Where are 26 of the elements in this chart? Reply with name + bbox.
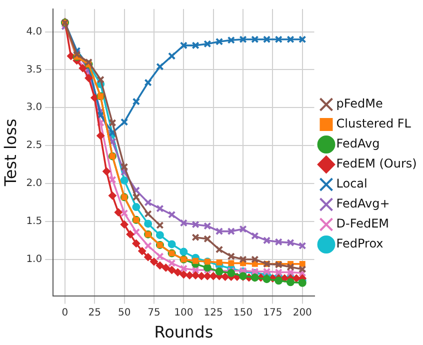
x-tick-label: 25	[88, 307, 102, 318]
x-tick-label: 100	[174, 307, 194, 318]
x-tick-label: 125	[204, 307, 223, 318]
x-tick-label: 0	[62, 307, 68, 318]
legend-label: FedAvg+	[336, 196, 390, 211]
y-tick-label: 2.5	[26, 140, 42, 152]
y-tick-label: 1.0	[26, 254, 42, 265]
y-tick-label: 1.5	[26, 216, 42, 228]
legend-label: D-FedEM	[336, 216, 390, 231]
legend-label: FedEM (Ours)	[336, 156, 417, 171]
y-tick-label: 3.5	[26, 64, 42, 76]
legend-label: Local	[336, 176, 368, 191]
y-tick-label: 3.0	[26, 102, 42, 114]
x-tick-label: 175	[263, 307, 282, 318]
legend-label: pFedMe	[336, 96, 383, 111]
legend-label: Clustered FL	[336, 116, 412, 131]
x-tick-label: 75	[148, 307, 160, 318]
x-axis-title: Rounds	[154, 322, 214, 342]
legend-label: FedProx	[336, 236, 384, 251]
x-tick-label: 200	[292, 307, 312, 318]
y-axis-title: Test loss	[0, 118, 20, 188]
y-tick-label: 2.0	[26, 178, 42, 190]
legend-label: FedAvg	[336, 136, 380, 151]
x-tick-label: 150	[233, 307, 253, 318]
y-tick-label: 4.0	[26, 26, 42, 38]
x-tick-label: 50	[118, 307, 131, 318]
